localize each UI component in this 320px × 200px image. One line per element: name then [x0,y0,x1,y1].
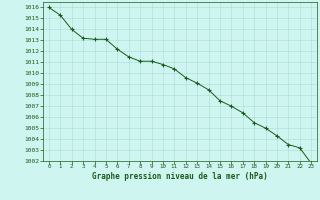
X-axis label: Graphe pression niveau de la mer (hPa): Graphe pression niveau de la mer (hPa) [92,172,268,181]
